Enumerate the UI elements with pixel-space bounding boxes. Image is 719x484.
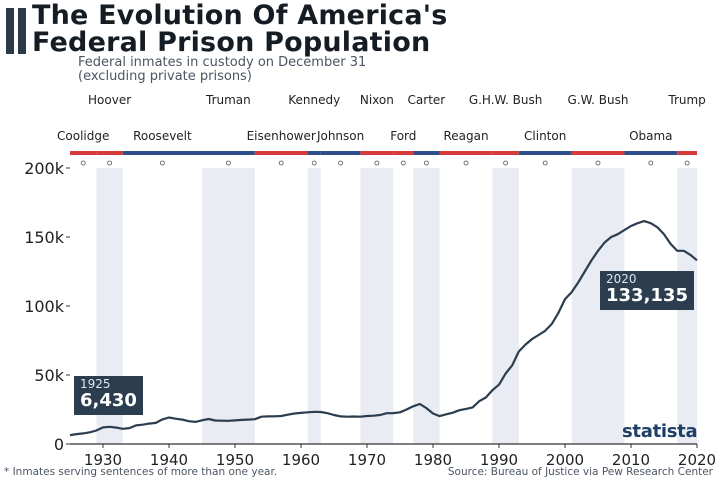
- term-marker: [684, 160, 690, 166]
- source-note: Source: Bureau of Justice via Pew Resear…: [447, 466, 713, 478]
- y-tick-label: 150k: [24, 228, 65, 247]
- term-band: [360, 168, 394, 444]
- term-marker: [338, 160, 344, 166]
- y-tick-label: 50k: [34, 366, 64, 385]
- x-tick-label: 1930: [84, 451, 122, 469]
- president-label: Obama: [629, 129, 672, 143]
- president-label: Reagan: [443, 129, 488, 143]
- callout-end-value: 133,135: [606, 285, 688, 306]
- x-tick-label: 1950: [216, 451, 254, 469]
- term-marker: [278, 160, 284, 166]
- x-tick-label: 1980: [414, 451, 452, 469]
- callout-end: 2020 133,135: [600, 271, 694, 310]
- term-marker: [311, 160, 317, 166]
- y-axis: 0 50k 100k 150k 200k: [24, 159, 70, 454]
- callout-start-value: 6,430: [80, 390, 137, 411]
- president-timeline: Coolidge Hoover Roosevelt Truman Eisenhower K…: [57, 93, 706, 166]
- subtitle-line-2: (excluding private prisons): [78, 69, 252, 84]
- term-marker: [648, 160, 654, 166]
- callout-start-year: 1925: [80, 377, 111, 391]
- president-label: Hoover: [88, 93, 131, 107]
- title-accent-bar: [6, 8, 14, 54]
- title-line-2: Federal Prison Population: [32, 27, 431, 58]
- president-label: Kennedy: [288, 93, 340, 107]
- term-marker: [80, 160, 86, 166]
- callout-end-year: 2020: [606, 272, 637, 286]
- term-marker: [503, 160, 509, 166]
- x-tick-label: 1940: [150, 451, 188, 469]
- brand-logo: statista: [622, 421, 698, 442]
- president-label: Nixon: [360, 93, 394, 107]
- president-label: Truman: [205, 93, 251, 107]
- term-band: [202, 168, 255, 444]
- y-tick-label: 0: [54, 435, 64, 454]
- president-label: Carter: [408, 93, 446, 107]
- chart-subtitle: Federal inmates in custody on December 3…: [78, 56, 678, 84]
- president-label: Coolidge: [57, 129, 109, 143]
- president-label: G.H.W. Bush: [469, 93, 543, 107]
- footnote: * Inmates serving sentences of more than…: [4, 466, 278, 478]
- x-tick-label: 2000: [546, 451, 584, 469]
- x-tick-label: 1960: [282, 451, 320, 469]
- term-marker: [423, 160, 429, 166]
- term-bands: [96, 168, 697, 444]
- term-band: [492, 168, 519, 444]
- x-tick-label: 1990: [480, 451, 518, 469]
- president-label: G.W. Bush: [568, 93, 629, 107]
- president-label: Roosevelt: [133, 129, 192, 143]
- president-label: Trump: [667, 93, 705, 107]
- term-marker: [595, 160, 601, 166]
- x-tick-label: 1970: [348, 451, 386, 469]
- term-marker: [159, 160, 165, 166]
- title-line-1: The Evolution Of America's: [32, 0, 448, 31]
- term-marker: [542, 160, 548, 166]
- chart-title: The Evolution Of America's Federal Priso…: [32, 2, 712, 56]
- term-marker: [225, 160, 231, 166]
- term-marker: [463, 160, 469, 166]
- subtitle-line-1: Federal inmates in custody on December 3…: [78, 55, 367, 70]
- y-tick-label: 100k: [24, 297, 65, 316]
- president-label: Eisenhower: [247, 129, 316, 143]
- president-label: Ford: [390, 129, 416, 143]
- president-label: Clinton: [524, 129, 566, 143]
- president-label: Johnson: [316, 129, 364, 143]
- callout-start: 1925 6,430: [74, 376, 143, 415]
- term-band: [413, 168, 440, 444]
- series-layer: [69, 220, 698, 437]
- x-tick-label: 2020: [678, 451, 716, 469]
- term-marker: [374, 160, 380, 166]
- term-marker: [107, 160, 112, 166]
- title-accent-bar-2: [18, 8, 26, 54]
- x-tick-label: 2010: [612, 451, 650, 469]
- x-axis: 1930 1940 1950 1960 1970 1980 1990 2000 2010 2020: [70, 443, 716, 469]
- term-marker: [400, 160, 406, 166]
- y-tick-label: 200k: [24, 159, 65, 178]
- term-band: [307, 168, 321, 444]
- series-line: [69, 220, 698, 437]
